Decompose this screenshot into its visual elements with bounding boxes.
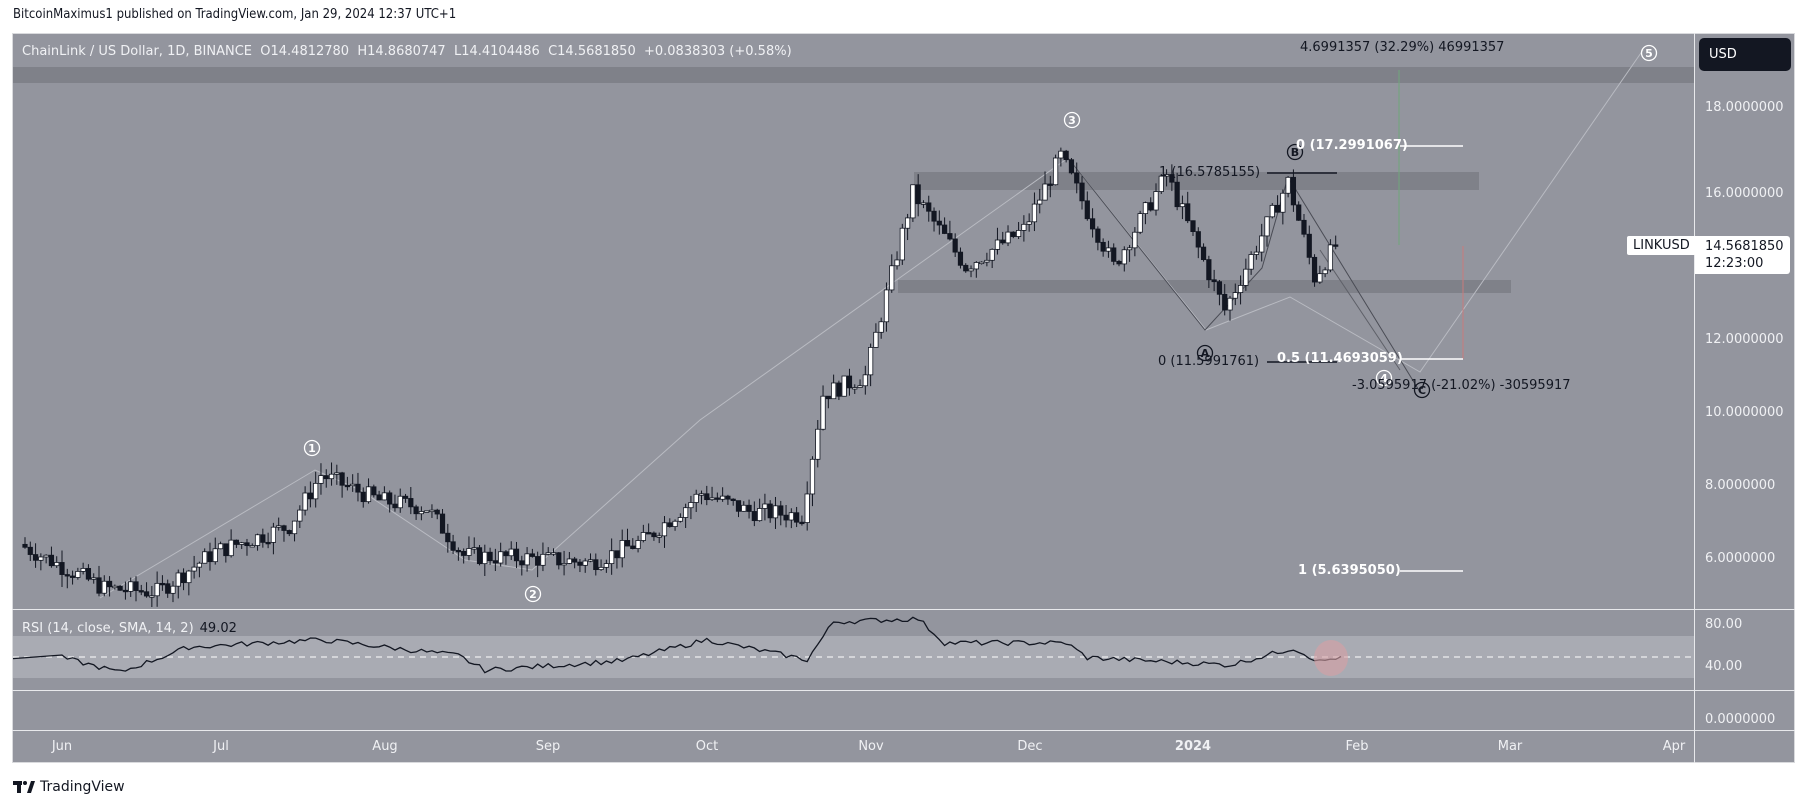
time-tick: Apr: [1662, 739, 1686, 754]
bar-countdown: 12:23:00: [1705, 256, 1764, 271]
rsi-line: [12, 616, 1342, 674]
elliott-wave-path: [99, 49, 1644, 599]
rsi-value: 49.02: [199, 621, 237, 636]
fib-0-top-label: 0 (17.2991067): [1296, 138, 1408, 153]
rsi-lower-separator: [12, 690, 1795, 691]
wave-c-icon: [1413, 381, 1431, 399]
fib-1-bottom-label: 1 (5.6395050): [1298, 563, 1401, 578]
time-tick: Jun: [51, 739, 73, 754]
projection-bottom-label: -3.0595917 (-21.02%) -30595917: [1352, 378, 1571, 393]
time-tick: Sep: [535, 739, 561, 754]
time-tick: Aug: [372, 739, 398, 754]
rsi-tick: 80.00: [1705, 617, 1743, 632]
open-value: 14.4812780: [270, 44, 350, 59]
rsi-highlight-circle: [1314, 640, 1348, 676]
rsi-tick: 40.00: [1705, 659, 1743, 674]
symbol-legend[interactable]: ChainLink / US Dollar, 1D, BINANCE O14.4…: [22, 44, 792, 59]
price-tick: 12.0000000: [1705, 332, 1784, 347]
wave-2-icon: [524, 585, 542, 603]
last-price: 14.5681850: [1705, 239, 1784, 254]
time-tick: Mar: [1497, 739, 1523, 754]
price-axis-separator: [1694, 33, 1695, 763]
svg-text:5: 5: [1645, 47, 1653, 60]
svg-text:4: 4: [1380, 372, 1388, 385]
tradingview-wordmark: TradingView: [40, 779, 125, 795]
wave-5-icon: [1640, 44, 1658, 62]
svg-text:3: 3: [1068, 114, 1076, 127]
svg-text:C: C: [1418, 384, 1426, 397]
price-tick: 18.0000000: [1705, 100, 1784, 115]
time-tick: Dec: [1017, 739, 1043, 754]
wave-3-icon: [1063, 111, 1081, 129]
svg-text:B: B: [1291, 146, 1299, 159]
last-price-tag: 14.5681850 12:23:00: [1695, 236, 1790, 274]
top-band-zone: [13, 67, 1694, 83]
rsi-legend[interactable]: RSI (14, close, SMA, 14, 2) 49.02: [22, 621, 237, 636]
wave-1-icon: [303, 439, 321, 457]
time-tick: Feb: [1345, 739, 1369, 754]
price-tick: 10.0000000: [1705, 405, 1784, 420]
currency-button[interactable]: USD: [1699, 38, 1791, 71]
support-zone: [898, 280, 1511, 293]
price-tick: 6.0000000: [1705, 551, 1776, 566]
publisher-line: BitcoinMaximus1 published on TradingView…: [13, 7, 457, 22]
projection-down-line: [1319, 249, 1401, 371]
price-tick: 8.0000000: [1705, 478, 1776, 493]
time-axis-separator: [12, 730, 1795, 731]
tradingview-logo[interactable]: TradingView: [13, 779, 125, 795]
tradingview-logo-icon: [13, 781, 35, 793]
projection-top-label: 4.6991357 (32.29%) 46991357: [1300, 40, 1505, 55]
rsi-pane-separator[interactable]: [12, 609, 1795, 610]
candles: [22, 147, 1339, 608]
fib-0-bottom-label: 0 (11.5991761): [1158, 354, 1260, 369]
time-tick: Nov: [858, 739, 884, 754]
svg-text:1: 1: [308, 442, 316, 455]
price-tick: 16.0000000: [1705, 186, 1784, 201]
rsi-title: RSI (14, close, SMA, 14, 2): [22, 621, 194, 636]
wave-b-icon: [1286, 143, 1304, 161]
svg-text:A: A: [1201, 347, 1210, 360]
svg-text:2: 2: [529, 588, 537, 601]
time-tick-year: 2024: [1174, 739, 1212, 754]
time-tick: Jul: [213, 739, 229, 754]
fib-05-label: 0.5 (11.4693059): [1277, 351, 1403, 366]
symbol-tag: LINKUSD: [1627, 236, 1696, 255]
time-tick: Oct: [695, 739, 719, 754]
high-value: 14.8680747: [367, 44, 446, 59]
change-value: +0.0838303 (+0.58%): [643, 44, 792, 59]
close-value: 14.5681850: [557, 44, 636, 59]
wave-4-icon: [1375, 369, 1393, 387]
low-value: 14.4104486: [461, 44, 540, 59]
fib-1-top-label: 1 (16.5785155): [1159, 165, 1261, 180]
wave-a-icon: [1196, 344, 1214, 362]
symbol-name: ChainLink / US Dollar, 1D, BINANCE: [22, 44, 252, 59]
rsi-tick: 0.0000000: [1705, 712, 1776, 727]
